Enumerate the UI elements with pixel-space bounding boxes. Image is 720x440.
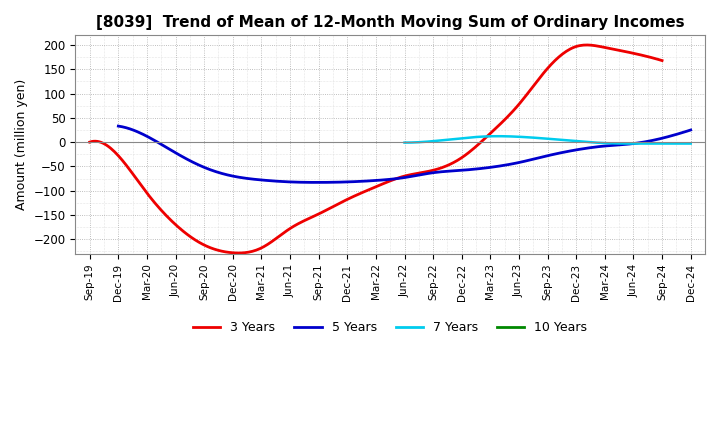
3 Years: [438, 165, 446, 170]
7 Years: [643, 141, 652, 146]
5 Years: [116, 124, 125, 129]
3 Years: [658, 58, 667, 63]
7 Years: [401, 140, 410, 145]
Title: [8039]  Trend of Mean of 12-Month Moving Sum of Ordinary Incomes: [8039] Trend of Mean of 12-Month Moving …: [96, 15, 685, 30]
5 Years: [456, 168, 465, 173]
3 Years: [426, 168, 435, 173]
5 Years: [313, 180, 322, 185]
7 Years: [642, 141, 650, 146]
Line: 5 Years: 5 Years: [118, 126, 690, 183]
7 Years: [662, 141, 670, 146]
7 Years: [576, 139, 585, 144]
Y-axis label: Amount (million yen): Amount (million yen): [15, 79, 28, 210]
7 Years: [400, 140, 409, 145]
3 Years: [570, 44, 578, 50]
5 Years: [467, 167, 475, 172]
7 Years: [494, 134, 503, 139]
Line: 3 Years: 3 Years: [90, 45, 662, 253]
3 Years: [86, 139, 94, 145]
3 Years: [583, 42, 592, 48]
7 Years: [686, 141, 695, 146]
Legend: 3 Years, 5 Years, 7 Years, 10 Years: 3 Years, 5 Years, 7 Years, 10 Years: [188, 316, 593, 339]
3 Years: [428, 168, 437, 173]
5 Years: [455, 168, 464, 173]
5 Years: [635, 140, 644, 146]
5 Years: [114, 124, 122, 129]
7 Years: [572, 139, 580, 144]
5 Years: [598, 143, 607, 149]
3 Years: [608, 46, 616, 51]
7 Years: [570, 139, 579, 144]
5 Years: [686, 127, 695, 132]
Line: 7 Years: 7 Years: [405, 136, 690, 143]
3 Years: [235, 250, 243, 256]
3 Years: [87, 139, 96, 144]
